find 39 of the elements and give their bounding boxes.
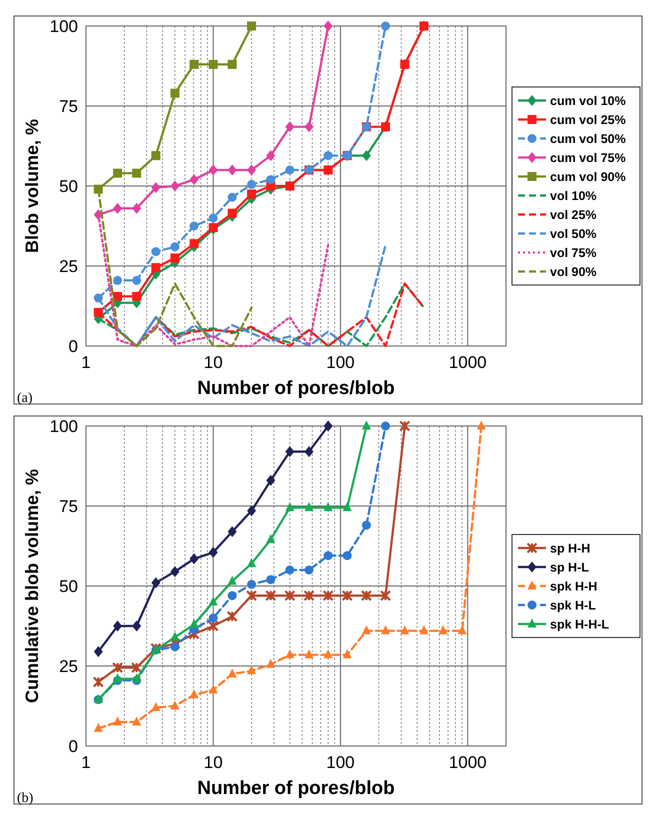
y-tick-label: 25 [59,656,78,676]
y-axis-title: Cumulative blob volume, % [22,468,42,704]
legend-label: spk H-H-L [550,617,610,632]
legend-label: vol 90% [550,264,597,279]
y-tick-label: 100 [50,416,78,436]
y-tick-label: 100 [50,16,78,36]
legend-label: vol 25% [550,208,597,222]
y-tick-label: 75 [59,96,78,116]
legend-label: cum vol 25% [550,112,626,127]
y-tick-label: 0 [68,736,78,756]
text: (a) [17,391,33,406]
legend-label: spk H-H [550,579,598,594]
x-tick-label: 100 [326,753,355,772]
legend-label: sp H-L [550,560,590,574]
x-axis-title: Number of pores/blob [197,778,395,799]
x-tick-label: 10 [204,753,223,772]
x-tick-label: 1000 [448,753,487,772]
legend-label: sp H-H [550,541,590,556]
y-axis-title: Blob volume, % [22,118,42,254]
y-tick-label: 50 [59,576,78,596]
y-tick-label: 25 [59,256,78,276]
text: (b) [17,791,34,806]
legend-label: cum vol 90% [550,170,626,184]
legend-label: vol 10% [550,188,597,203]
x-axis-title: Number of pores/blob [197,378,395,399]
legend-label: cum vol 10% [550,94,626,108]
x-tick-label: 1000 [448,353,487,372]
legend-label: cum vol 50% [550,132,626,146]
legend-label: cum vol 75% [550,150,626,165]
legend-label: spk H-L [550,598,596,612]
y-tick-label: 75 [59,496,78,516]
x-tick-label: 1 [81,753,91,772]
x-tick-label: 1 [81,353,91,372]
legend-label: vol 75% [550,246,597,260]
y-tick-label: 0 [68,336,78,356]
x-tick-label: 10 [204,353,223,372]
y-tick-label: 50 [59,176,78,196]
x-tick-label: 100 [326,353,355,372]
legend-label: vol 50% [550,226,597,241]
